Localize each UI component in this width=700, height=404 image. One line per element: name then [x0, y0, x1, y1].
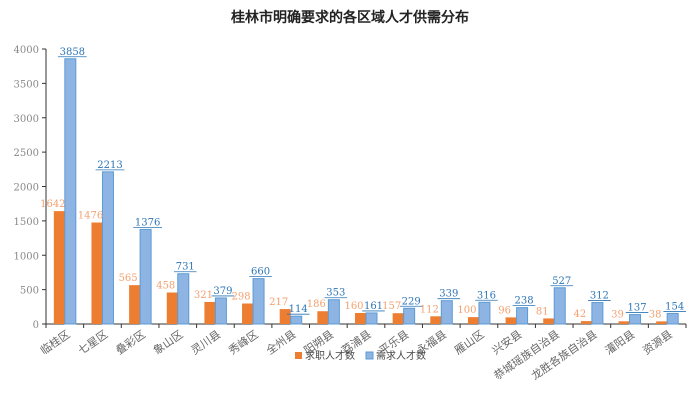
demand-data-label: 238 [515, 296, 534, 307]
demand-bar [478, 301, 491, 325]
demand-bar [214, 297, 227, 325]
supply-data-label: 321 [194, 290, 213, 301]
supply-data-label: 157 [382, 301, 401, 312]
supply-data-label: 458 [156, 281, 175, 292]
demand-bar [327, 299, 340, 325]
y-tick-label: 2500 [14, 148, 39, 159]
x-tick-label: 秀峰区 [226, 328, 260, 358]
y-tick-label: 1500 [14, 217, 39, 228]
demand-data-label: 731 [176, 262, 195, 273]
demand-bar [64, 58, 77, 325]
y-tick-label: 1000 [14, 251, 39, 262]
x-tick-label: 龙胜各族自治县 [528, 327, 599, 383]
supply-bar [279, 309, 291, 324]
legend-item[interactable]: 求职人才数 [295, 349, 355, 362]
demand-bar [177, 273, 190, 325]
supply-data-label: 186 [307, 299, 326, 310]
supply-data-label: 1476 [78, 211, 103, 222]
supply-bar [53, 211, 65, 324]
supply-data-label: 81 [536, 306, 549, 317]
supply-bar [543, 318, 555, 324]
demand-data-label: 2213 [97, 160, 122, 171]
supply-data-label: 298 [232, 292, 251, 303]
supply-bar [505, 317, 517, 324]
x-tick-label: 全州县 [263, 327, 298, 357]
x-tick-label: 象山区 [151, 328, 185, 358]
demand-bar [629, 314, 642, 325]
x-tick-label: 恭城瑶族自治县 [491, 327, 562, 383]
demand-bar [290, 315, 303, 325]
demand-bar [440, 300, 453, 325]
legend-swatch [365, 351, 374, 360]
supply-bar [392, 313, 404, 324]
supply-data-label: 217 [269, 297, 288, 308]
x-tick-label: 七星区 [76, 328, 110, 358]
demand-bar [101, 171, 114, 325]
demand-bar [365, 312, 378, 325]
demand-bar [252, 278, 265, 325]
supply-bar [166, 292, 178, 324]
demand-data-label: 154 [665, 301, 684, 312]
supply-data-label: 96 [498, 305, 511, 316]
supply-bar [129, 285, 141, 324]
demand-data-label: 137 [627, 303, 646, 314]
demand-data-label: 312 [590, 291, 609, 302]
supply-bar [656, 321, 668, 324]
x-tick-label: 叠彩区 [113, 328, 147, 358]
x-tick-label: 雁山区 [452, 328, 486, 358]
supply-bar [618, 321, 630, 324]
y-tick-label: 3500 [14, 79, 39, 90]
demand-bar [516, 307, 529, 325]
legend-swatch [295, 352, 302, 359]
supply-bar [204, 301, 216, 324]
supply-bar [355, 313, 366, 324]
supply-data-label: 160 [344, 301, 363, 312]
demand-data-label: 353 [326, 288, 345, 299]
supply-bar [91, 222, 103, 324]
demand-data-label: 527 [552, 276, 571, 287]
y-tick-label: 0 [33, 320, 39, 331]
supply-bar [467, 317, 479, 324]
demand-bar [403, 307, 416, 325]
demand-data-label: 660 [251, 267, 270, 278]
demand-bar [139, 228, 152, 325]
demand-data-label: 316 [477, 290, 496, 301]
demand-bar [591, 302, 604, 325]
supply-bar [580, 321, 592, 324]
legend-item[interactable]: 需求人才数 [365, 349, 426, 362]
chart-title: 桂林市明确要求的各区域人才供需分布 [230, 9, 469, 26]
legend-label: 需求人才数 [376, 349, 426, 362]
y-tick-label: 500 [20, 286, 39, 297]
supply-data-label: 39 [611, 309, 624, 320]
legend-label: 求职人才数 [305, 349, 355, 362]
demand-data-label: 379 [213, 286, 232, 297]
y-tick-label: 4000 [14, 45, 39, 56]
demand-data-label: 1376 [135, 217, 160, 228]
supply-data-label: 112 [420, 304, 439, 315]
demand-bar [666, 312, 679, 325]
demand-data-label: 114 [289, 304, 308, 315]
supply-data-label: 42 [574, 309, 587, 320]
demand-data-label: 3858 [60, 47, 85, 58]
demand-bar [553, 287, 566, 325]
demand-data-label: 229 [402, 296, 421, 307]
x-tick-label: 灵川县 [189, 328, 223, 358]
demand-data-label: 339 [439, 289, 458, 300]
supply-data-label: 1642 [40, 199, 65, 210]
supply-data-label: 565 [119, 273, 138, 284]
y-tick-label: 2000 [14, 183, 39, 194]
supply-data-label: 100 [457, 305, 476, 316]
x-tick-label: 灌阳县 [603, 328, 637, 358]
supply-bar [317, 311, 329, 324]
supply-data-label: 38 [649, 309, 662, 320]
x-tick-label: 资源县 [640, 327, 675, 357]
supply-bar [430, 316, 442, 324]
supply-bar [242, 303, 254, 324]
x-tick-label: 临桂区 [37, 327, 72, 357]
demand-data-label: 161 [364, 301, 383, 312]
y-tick-label: 3000 [14, 114, 39, 125]
